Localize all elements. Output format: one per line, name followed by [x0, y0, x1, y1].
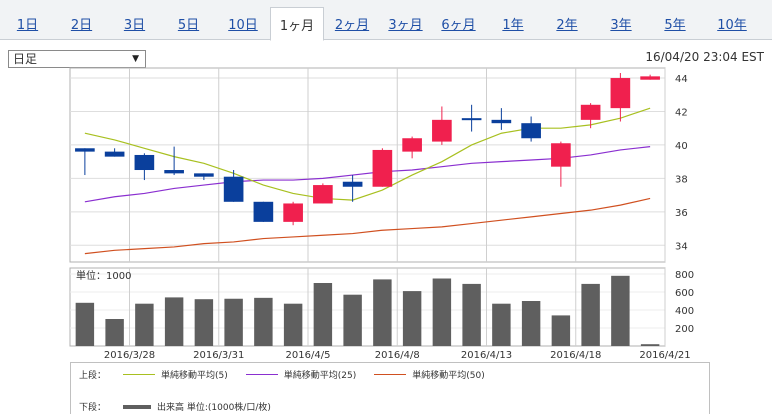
tab-9[interactable]: 1年 — [502, 18, 524, 33]
x-tick-label: 2016/3/31 — [193, 350, 244, 361]
legend-ma5: 単純移動平均(5) — [123, 368, 228, 381]
volume-bar — [551, 315, 571, 346]
tab-2[interactable]: 3日 — [123, 18, 146, 33]
candle-body — [610, 78, 631, 109]
timestamp: 16/04/20 23:04 EST — [645, 50, 764, 64]
candle-body — [75, 148, 95, 152]
chart-legend: 上段： 単純移動平均(5) 単純移動平均(25) 単純移動平均(50) 下段： … — [70, 362, 710, 414]
x-tick-label: 2016/4/13 — [461, 350, 512, 361]
candle-body — [342, 181, 363, 187]
tab-0[interactable]: 1日 — [16, 18, 39, 33]
ma25-swatch — [245, 374, 278, 375]
candle-body — [134, 154, 155, 171]
volume-tick-label: 400 — [675, 306, 694, 317]
volume-bar — [373, 279, 392, 346]
legend-ma50-label: 単純移動平均(50) — [412, 371, 485, 381]
volume-bar — [283, 303, 303, 346]
volume-bar — [343, 294, 362, 346]
candle-body — [521, 123, 541, 139]
price-tick-label: 38 — [675, 174, 688, 185]
candle-body — [104, 151, 125, 157]
tab-1[interactable]: 2日 — [70, 18, 93, 33]
price-tick-label: 44 — [675, 74, 688, 85]
legend-volume: 出来高 単位:(1000株/口/枚) — [123, 400, 271, 413]
volume-unit-label: 単位：1000 — [76, 269, 131, 282]
candle-body — [551, 143, 571, 167]
candle-body — [461, 118, 482, 121]
volume-bar — [105, 319, 124, 346]
legend-lower-label: 下段： — [79, 403, 107, 413]
x-tick-label: 2016/4/18 — [550, 350, 601, 361]
volume-tick-label: 800 — [675, 270, 694, 281]
ma50-swatch — [374, 374, 407, 375]
tab-11[interactable]: 3年 — [610, 18, 632, 33]
candle-body — [283, 203, 303, 222]
legend-upper-row: 上段： 単純移動平均(5) 単純移動平均(25) 単純移動平均(50) — [79, 368, 503, 381]
volume-bar — [432, 278, 452, 346]
tab-13[interactable]: 10年 — [717, 18, 747, 33]
stock-chart: 34 36 38 40 42 44 200 400 600 800 2016/3/28 2016/3/… — [69, 67, 694, 361]
price-tick-label: 36 — [675, 208, 688, 219]
x-tick-label: 2016/4/8 — [375, 350, 420, 361]
volume-tick-label: 200 — [675, 324, 694, 335]
tab-10[interactable]: 2年 — [556, 18, 578, 33]
legend-upper-label: 上段： — [79, 371, 107, 381]
price-tick-label: 40 — [675, 141, 688, 152]
chevron-down-icon: ▼ — [132, 54, 139, 64]
candle-body — [223, 176, 244, 202]
volume-bar — [462, 283, 481, 346]
period-select-value: 日足 — [13, 52, 38, 66]
legend-ma25: 単純移動平均(25) — [245, 368, 357, 381]
volume-bar — [640, 344, 660, 346]
legend-ma50: 単純移動平均(50) — [374, 368, 485, 381]
tab-4[interactable]: 10日 — [228, 18, 258, 33]
x-tick-label: 2016/3/28 — [104, 350, 155, 361]
candle-body — [580, 104, 601, 120]
volume-tick-label: 600 — [675, 288, 694, 299]
volume-bar — [75, 302, 95, 346]
volume-bar — [224, 298, 243, 346]
volume-swatch — [123, 404, 151, 409]
price-tick-label: 42 — [675, 107, 688, 118]
candle-body — [432, 119, 452, 142]
x-tick-label: 2016/4/21 — [639, 350, 690, 361]
tab-7[interactable]: 3ヶ月 — [388, 18, 423, 33]
tab-6[interactable]: 2ヶ月 — [334, 18, 370, 33]
legend-ma5-label: 単純移動平均(5) — [161, 371, 228, 381]
candle-body — [253, 201, 274, 222]
legend-ma25-label: 単純移動平均(25) — [283, 371, 357, 381]
tab-5[interactable]: 1ヶ月 — [270, 7, 324, 41]
candle-body — [402, 138, 422, 152]
volume-bar — [402, 291, 422, 346]
candle-body — [313, 185, 333, 204]
volume-bar — [521, 301, 541, 346]
legend-lower-row: 下段： 出来高 単位:(1000株/口/枚) — [79, 400, 289, 413]
volume-bar — [194, 299, 214, 346]
x-tick-label: 2016/4/5 — [286, 350, 331, 361]
price-tick-label: 34 — [675, 241, 688, 252]
volume-bar — [492, 303, 511, 346]
period-tabs: 1日 2日 3日 5日 10日 1ヶ月 2ヶ月 3ヶ月 6ヶ月 1年 2年 3年 5年 10年 — [0, 0, 772, 41]
volume-bar — [164, 297, 184, 346]
candle-body — [194, 173, 214, 177]
volume-bar — [135, 303, 154, 346]
volume-bar — [581, 283, 600, 346]
tab-3[interactable]: 5日 — [177, 18, 200, 33]
candle-body — [491, 119, 512, 124]
ma5-swatch — [123, 374, 155, 375]
ma50-line — [84, 197, 651, 255]
candle-body — [640, 76, 660, 80]
volume-bar — [313, 283, 333, 346]
tab-8[interactable]: 6ヶ月 — [441, 18, 476, 33]
candle-body — [372, 149, 393, 187]
ma5-line — [84, 107, 651, 201]
volume-bar — [254, 297, 273, 346]
volume-bar — [611, 275, 630, 346]
legend-volume-label: 出来高 単位:(1000株/口/枚) — [157, 403, 271, 413]
tab-12[interactable]: 5年 — [664, 18, 686, 33]
candle-body — [164, 170, 184, 174]
